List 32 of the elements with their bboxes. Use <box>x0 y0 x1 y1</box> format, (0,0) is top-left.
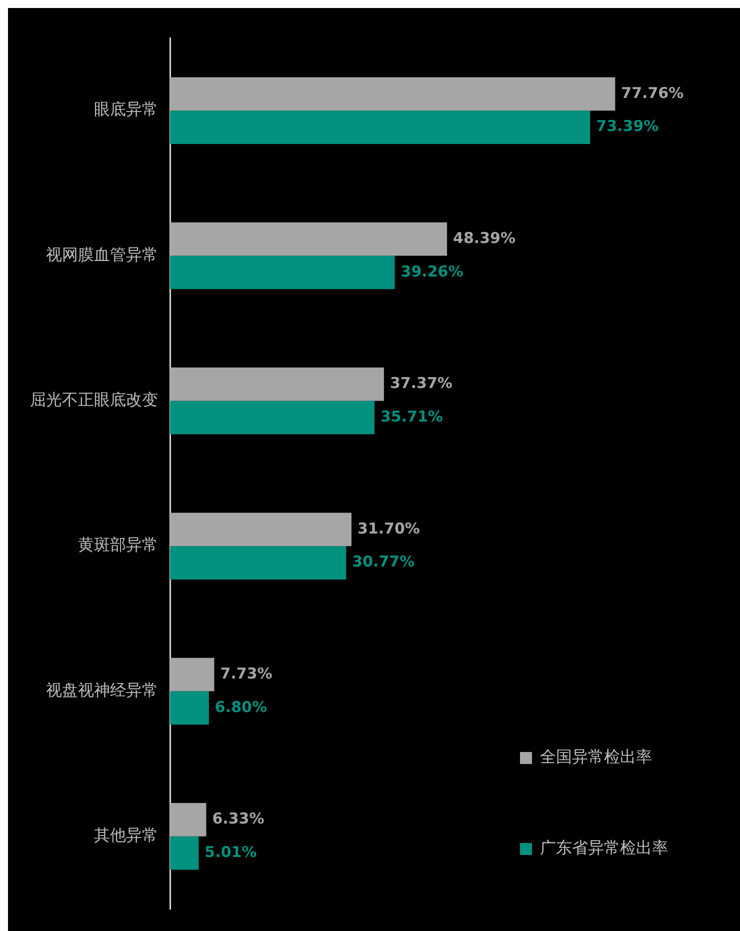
bar <box>170 110 590 144</box>
data-label: 6.33% <box>212 810 264 828</box>
bar <box>170 400 374 434</box>
data-label: 37.37% <box>390 374 452 392</box>
data-label: 30.77% <box>352 552 415 571</box>
data-label: 48.39% <box>453 228 516 247</box>
bar <box>170 77 616 111</box>
data-label: 31.70% <box>357 519 420 538</box>
data-label: 6.80% <box>214 698 267 716</box>
legend-label: 全国异常检出率 <box>540 747 652 768</box>
data-label: 73.39% <box>596 117 659 136</box>
bar <box>170 222 448 256</box>
bar <box>170 803 206 836</box>
y-tick-label: 眼底异常 <box>94 100 158 119</box>
legend-label: 广东省异常检出率 <box>540 838 668 859</box>
bar <box>170 691 209 725</box>
data-label: 5.01% <box>204 843 257 861</box>
data-label: 35.71% <box>380 408 443 426</box>
y-tick-label: 屈光不正眼底改变 <box>30 390 158 410</box>
y-tick-label: 视盘视神经异常 <box>46 680 158 700</box>
y-tick-label: 其他异常 <box>94 826 158 845</box>
data-label: 39.26% <box>400 262 464 280</box>
y-tick-label: 视网膜血管异常 <box>46 244 158 264</box>
data-label: 7.73% <box>220 664 272 682</box>
bar <box>170 836 199 870</box>
bar <box>170 512 352 546</box>
y-tick-label: 黄斑部异常 <box>78 535 158 554</box>
bar <box>170 256 395 290</box>
bar <box>170 368 384 401</box>
bar <box>170 546 346 580</box>
bar <box>170 658 214 692</box>
data-label: 77.76% <box>621 84 684 102</box>
